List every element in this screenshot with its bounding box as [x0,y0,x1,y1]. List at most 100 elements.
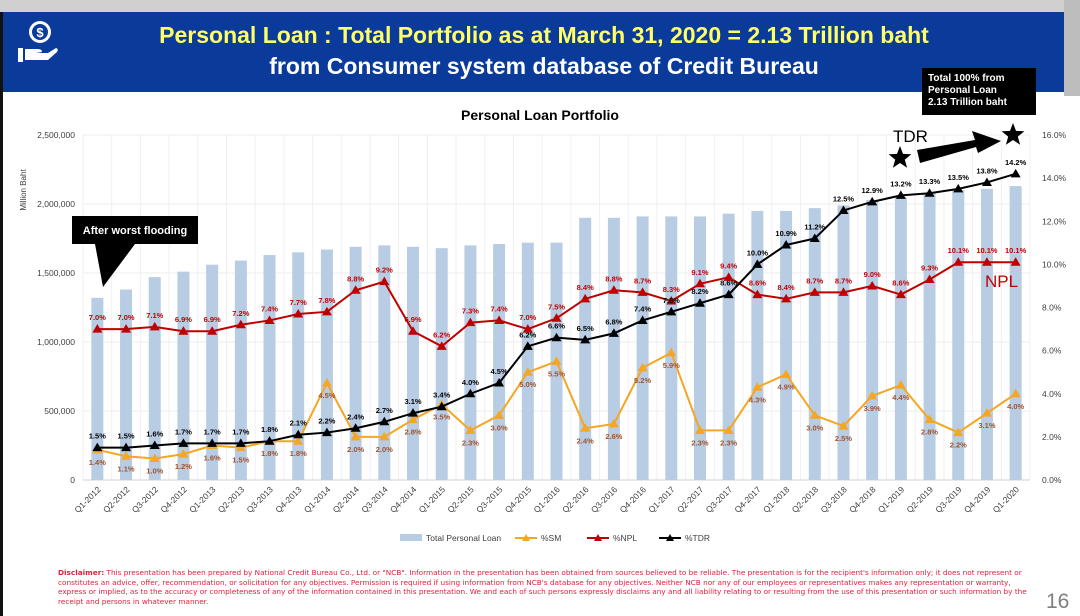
x-tick-label: Q4-2015 [503,484,534,515]
bar-total-personal-loan [808,208,821,480]
chart-title: Personal Loan Portfolio [461,107,619,123]
data-label-tdr: 2.1% [290,419,307,428]
data-label-sm: 3.1% [978,421,995,430]
marker-tdr [264,436,275,445]
total-annotation-line: Personal Loan [928,85,997,96]
marker-sm [235,442,246,452]
marker-npl [207,326,218,335]
data-label-npl: 10.1% [948,246,970,255]
marker-npl [781,293,792,303]
data-label-tdr: 2.4% [347,412,364,421]
x-tick-label: Q2-2015 [445,484,476,515]
svg-text:$: $ [36,25,44,40]
data-label-tdr: 14.2% [1005,158,1027,167]
x-tick-label: Q3-2014 [359,484,390,515]
bar-total-personal-loan [464,245,477,480]
bar-total-personal-loan [866,199,879,481]
marker-npl [121,324,132,333]
data-label-npl: 9.0% [864,270,881,279]
data-label-tdr: 1.7% [175,427,192,436]
marker-tdr [752,259,763,268]
x-tick-label: Q2-2016 [560,484,591,515]
data-label-sm: 4.4% [892,393,909,402]
data-label-npl: 8.7% [835,276,852,285]
data-label-npl: 7.7% [290,298,307,307]
data-label-sm: 1.8% [290,449,307,458]
bar-total-personal-loan [320,249,333,480]
x-tick-label: Q1-2014 [302,484,333,515]
page-title: Personal Loan : Total Portfolio as at Ma… [159,22,929,48]
data-label-npl: 9.2% [376,266,393,275]
data-label-sm: 1.5% [232,456,249,465]
data-label-sm: 3.0% [806,423,823,432]
bar-total-personal-loan [636,216,649,481]
data-label-npl: 7.4% [261,304,278,313]
marker-sm [895,380,906,389]
data-label-sm: 1.0% [146,466,163,475]
marker-npl [694,278,705,288]
x-tick-label: Q4-2013 [273,484,304,515]
scrollbar[interactable] [1064,0,1080,96]
total-annotation-box: Total 100% from Personal Loan 2.13 Trill… [922,68,1036,115]
data-label-sm: 4.9% [778,382,795,391]
data-label-npl: 7.0% [519,313,536,322]
data-label-npl: 7.0% [89,313,106,322]
marker-npl [953,257,964,266]
bar-total-personal-loan [206,264,219,480]
y-axis-label: Million Baht [19,169,28,211]
x-tick-label: Q2-2019 [905,484,936,515]
bar-total-personal-loan [952,190,965,480]
marker-sm [723,425,734,434]
marker-sm [178,449,189,458]
data-label-npl: 8.7% [806,276,823,285]
legend-marker [594,534,602,541]
y-tick-label: 1,000,000 [37,337,75,347]
data-label-npl: 6.9% [404,315,421,324]
marker-sm [1010,388,1021,398]
marker-sm [838,421,849,430]
marker-sm [580,423,591,432]
x-tick-label: Q3-2018 [818,484,849,515]
marker-npl [637,287,648,296]
marker-tdr [207,438,218,447]
y-tick-label: 1,500,000 [37,268,75,278]
marker-tdr [608,328,619,337]
data-label-tdr: 8.2% [691,287,708,296]
disclaimer: Disclaimer: This presentation has been p… [58,568,1028,606]
data-label-npl: 7.4% [491,304,508,313]
data-label-tdr: 1.5% [89,432,106,441]
marker-sm [666,347,677,357]
bar-total-personal-loan [1009,186,1022,480]
marker-npl [465,317,476,327]
x-tick-label: Q1-2019 [876,484,907,515]
x-tick-label: Q3-2019 [933,484,964,515]
data-label-npl: 8.4% [778,283,795,292]
data-label-sm: 1.2% [175,462,192,471]
x-tick-label: Q3-2012 [130,484,161,515]
data-label-tdr: 13.5% [948,173,970,182]
marker-tdr [408,408,419,417]
bar-total-personal-loan [234,260,247,480]
bar-total-personal-loan [435,248,448,480]
marker-tdr [494,377,505,387]
data-label-sm: 2.2% [950,441,967,450]
data-label-tdr: 3.4% [433,391,450,400]
legend-label: %SM [541,533,561,543]
x-tick-label: Q2-2013 [216,484,247,515]
header-band [3,12,1064,92]
marker-sm [867,390,878,400]
arrow-icon [917,131,1001,163]
data-label-tdr: 7.8% [663,296,680,305]
marker-tdr [121,442,132,452]
marker-sm [981,408,992,417]
y-tick-label: 0 [70,475,75,485]
marker-sm [321,377,332,387]
marker-tdr [1010,168,1021,178]
x-tick-label: Q1-2018 [761,484,792,515]
data-label-sm: 1.4% [89,458,106,467]
marker-npl [838,287,849,296]
marker-tdr [666,306,677,316]
bar-total-personal-loan [91,297,104,480]
marker-tdr [436,401,447,411]
data-label-npl: 9.3% [921,263,938,272]
